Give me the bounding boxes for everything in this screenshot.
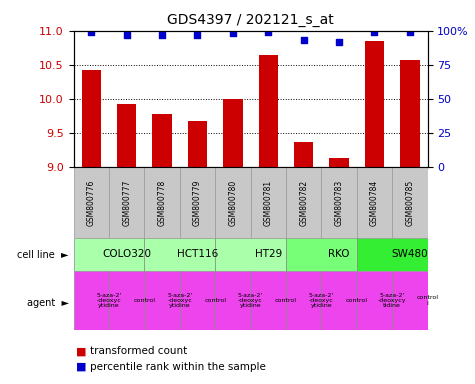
Bar [82,70,101,167]
Title: GDS4397 / 202121_s_at: GDS4397 / 202121_s_at [167,13,334,27]
Text: GSM800779: GSM800779 [193,179,202,226]
Text: control: control [204,298,226,303]
Text: ■: ■ [76,362,86,372]
Text: 5-aza-2'
-deoxyc
ytidine: 5-aza-2' -deoxyc ytidine [309,293,334,308]
Bar [286,167,322,238]
Bar [321,167,357,238]
Text: agent  ►: agent ► [27,298,69,308]
Text: GSM800777: GSM800777 [122,179,131,226]
Text: GSM800780: GSM800780 [228,179,238,226]
Bar [258,55,278,167]
Text: 5-aza-2'
-deoxyc
ytidine: 5-aza-2' -deoxyc ytidine [167,293,192,308]
Bar [329,158,349,167]
Bar [357,271,392,330]
Point [229,30,237,36]
Text: control: control [346,298,368,303]
Text: HCT116: HCT116 [177,249,218,260]
Text: control: control [275,298,297,303]
Text: GSM800776: GSM800776 [87,179,96,226]
Bar [109,167,144,238]
Text: 5-aza-2'
-deoxyc
ytidine: 5-aza-2' -deoxyc ytidine [96,293,122,308]
Point [406,29,414,35]
Bar [392,271,428,330]
Text: control: control [133,298,155,303]
Bar [357,167,392,238]
Bar [286,238,357,271]
Text: COLO320: COLO320 [102,249,151,260]
Bar [321,271,357,330]
Bar [392,167,428,238]
Point [158,32,166,38]
Bar [152,114,172,167]
Bar [74,238,144,271]
Bar [251,167,286,238]
Bar [109,271,144,330]
Bar [400,60,419,167]
Text: cell line  ►: cell line ► [18,250,69,260]
Text: transformed count: transformed count [90,346,188,356]
Bar [215,271,251,330]
Bar [117,104,136,167]
Bar [144,167,180,238]
Bar [251,271,286,330]
Point [123,32,131,38]
Bar [223,99,243,167]
Text: 5-aza-2'
-deoxycy
tidine: 5-aza-2' -deoxycy tidine [378,293,407,308]
Text: HT29: HT29 [255,249,282,260]
Text: GSM800783: GSM800783 [334,179,343,226]
Bar [188,121,207,167]
Text: RKO: RKO [328,249,350,260]
Text: GSM800782: GSM800782 [299,179,308,226]
Point [87,29,95,35]
Text: GSM800784: GSM800784 [370,179,379,226]
Point [335,38,343,45]
Text: ■: ■ [76,346,86,356]
Text: control
l: control l [417,295,438,306]
Text: GSM800781: GSM800781 [264,179,273,226]
Text: SW480: SW480 [391,249,428,260]
Point [194,32,201,38]
Bar [74,271,109,330]
Bar [294,142,314,167]
Bar [144,271,180,330]
Bar [144,238,215,271]
Bar [365,41,384,167]
Text: percentile rank within the sample: percentile rank within the sample [90,362,266,372]
Text: GSM800785: GSM800785 [405,179,414,226]
Bar [357,238,428,271]
Point [265,29,272,35]
Bar [180,167,215,238]
Point [370,29,378,35]
Text: 5-aza-2'
-deoxyc
ytidine: 5-aza-2' -deoxyc ytidine [238,293,263,308]
Bar [215,238,286,271]
Point [300,37,307,43]
Text: GSM800778: GSM800778 [158,179,167,226]
Bar [180,271,215,330]
Bar [215,167,251,238]
Bar [286,271,322,330]
Bar [74,167,109,238]
